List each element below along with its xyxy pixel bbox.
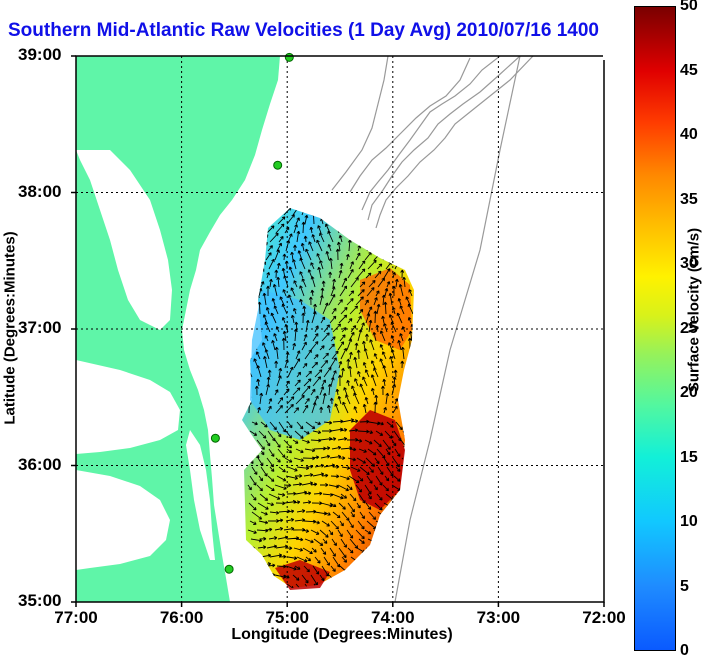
colorbar-tick-label: 10 [680, 513, 698, 530]
colorbar [634, 6, 676, 651]
colorbar-tick-label: 20 [680, 384, 698, 401]
colorbar-tick-label: 40 [680, 126, 698, 143]
y-tick-label: 36:00 [18, 454, 62, 474]
colorbar-margin [603, 0, 634, 60]
y-axis-label: Latitude (Degrees:Minutes) [1, 231, 19, 425]
y-tick-label: 37:00 [18, 318, 62, 337]
y-tick-label: 39:00 [18, 45, 62, 64]
colorbar-tick-label: 15 [680, 448, 698, 466]
x-tick-label: 72:00 [582, 608, 626, 627]
x-tick-label: 74:00 [371, 608, 415, 627]
bathymetry-contours [331, 56, 534, 602]
colorbar-tick-label: 35 [680, 190, 698, 208]
radar-station-marker [284, 52, 294, 62]
colorbar-tick-label: 0 [680, 642, 689, 659]
colorbar-tick-label: 5 [680, 577, 689, 595]
x-axis-label: Longitude (Degrees:Minutes) [231, 626, 453, 643]
radar-stations [210, 52, 294, 574]
x-tick-label: 73:00 [476, 608, 521, 627]
radar-station-marker [210, 433, 220, 443]
chart-title: Southern Mid-Atlantic Raw Velocities (1 … [8, 20, 643, 41]
x-tick-label: 77:00 [54, 608, 98, 627]
colorbar-tick-label: 45 [680, 61, 698, 79]
y-tick-label: 35:00 [18, 591, 62, 610]
y-tick-label: 38:00 [18, 181, 62, 201]
velocity-field [242, 208, 414, 590]
colorbar-tick-label: 50 [680, 0, 698, 14]
colorbar-tick-label: 30 [680, 255, 698, 272]
radar-station-marker [224, 564, 234, 574]
colorbar-label: Surface Velocity (cm/s) [685, 227, 703, 393]
x-tick-label: 76:00 [159, 608, 204, 627]
radar-station-marker [273, 160, 283, 170]
colorbar-tick-label: 25 [680, 319, 698, 337]
axis-ticks [71, 55, 605, 607]
grid-lines [76, 56, 604, 602]
x-tick-label: 75:00 [265, 608, 309, 627]
